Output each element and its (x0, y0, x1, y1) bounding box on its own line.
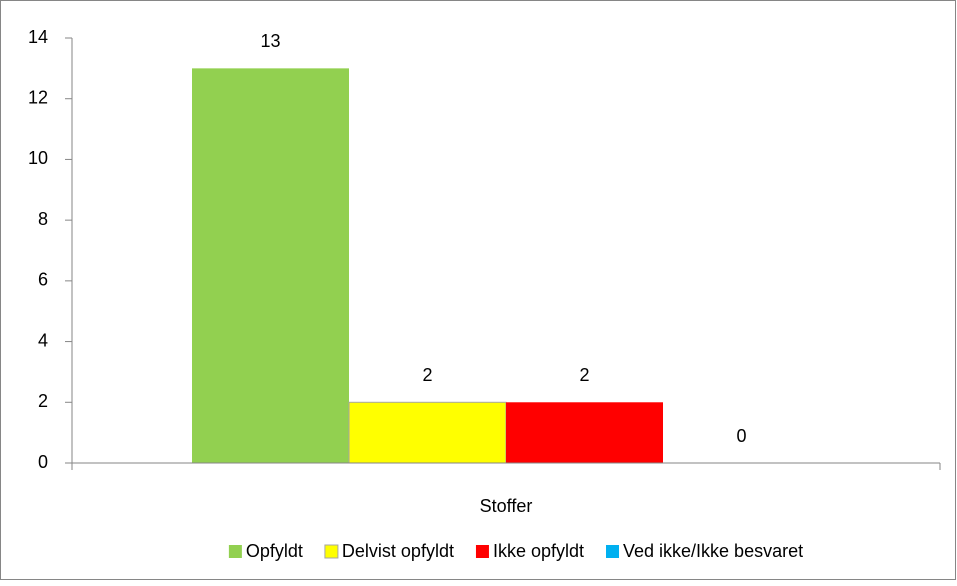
y-tick-label: 14 (28, 27, 48, 47)
legend-label: Ved ikke/Ikke besvaret (623, 541, 803, 561)
legend-label: Ikke opfyldt (493, 541, 584, 561)
y-tick-label: 12 (28, 87, 48, 107)
bar (192, 68, 350, 463)
y-tick-label: 6 (38, 270, 48, 290)
bar (348, 401, 507, 464)
legend-label: Opfyldt (246, 541, 303, 561)
legend-swatch (324, 544, 339, 559)
data-label: 2 (422, 365, 432, 385)
bar (506, 402, 663, 463)
y-tick-label: 10 (28, 148, 48, 168)
data-label: 13 (260, 31, 280, 51)
data-label: 0 (736, 426, 746, 446)
legend-label: Delvist opfyldt (342, 541, 454, 561)
data-label: 2 (579, 365, 589, 385)
y-tick-label: 0 (38, 452, 48, 472)
legend-swatch (606, 545, 620, 558)
legend-swatch (228, 545, 242, 558)
y-tick-label: 2 (38, 391, 48, 411)
y-tick-label: 8 (38, 209, 48, 229)
y-tick-label: 4 (38, 330, 48, 350)
x-tick-label: Stoffer (480, 496, 533, 516)
legend-swatch (475, 545, 489, 558)
